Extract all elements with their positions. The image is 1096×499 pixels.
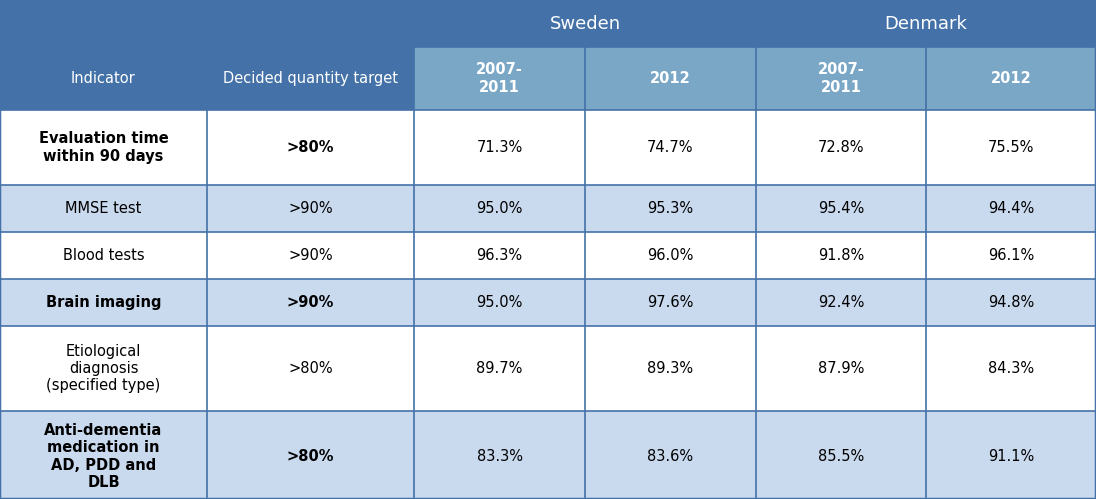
Bar [0,232,1096,279]
Text: 94.4%: 94.4% [987,201,1035,216]
Bar [0,47,414,110]
Text: 83.3%: 83.3% [477,449,523,464]
Text: 96.3%: 96.3% [477,248,523,263]
Text: >80%: >80% [288,361,333,376]
Text: 89.3%: 89.3% [648,361,694,376]
Text: Evaluation time
within 90 days: Evaluation time within 90 days [38,131,169,164]
Text: >80%: >80% [287,449,334,464]
Text: Blood tests: Blood tests [62,248,145,263]
Text: 2007-
2011: 2007- 2011 [476,62,523,95]
Text: Decided quantity target: Decided quantity target [222,71,398,86]
Bar [414,47,1096,110]
Text: >80%: >80% [287,140,334,155]
Text: 91.8%: 91.8% [818,248,864,263]
Text: 96.1%: 96.1% [987,248,1035,263]
Text: 89.7%: 89.7% [477,361,523,376]
Text: MMSE test: MMSE test [66,201,141,216]
Text: 2012: 2012 [650,71,690,86]
Bar [0,326,1096,411]
Text: 85.5%: 85.5% [818,449,864,464]
Text: >90%: >90% [288,248,333,263]
Text: Sweden: Sweden [549,14,620,32]
Text: 95.0%: 95.0% [477,201,523,216]
Text: 95.4%: 95.4% [818,201,864,216]
Text: 2012: 2012 [991,71,1031,86]
Text: >90%: >90% [287,295,334,310]
Text: 2007-
2011: 2007- 2011 [818,62,865,95]
Text: 92.4%: 92.4% [818,295,864,310]
Text: 94.8%: 94.8% [987,295,1035,310]
Text: 72.8%: 72.8% [818,140,865,155]
Text: 96.0%: 96.0% [648,248,694,263]
Bar [0,0,1096,47]
Text: 97.6%: 97.6% [648,295,694,310]
Text: 74.7%: 74.7% [648,140,694,155]
Text: Brain imaging: Brain imaging [46,295,161,310]
Text: 75.5%: 75.5% [987,140,1035,155]
Bar [0,110,1096,185]
Text: 71.3%: 71.3% [477,140,523,155]
Text: Etiological
diagnosis
(specified type): Etiological diagnosis (specified type) [46,344,161,393]
Text: >90%: >90% [288,201,333,216]
Text: 95.0%: 95.0% [477,295,523,310]
Text: Denmark: Denmark [884,14,968,32]
Text: Anti-dementia
medication in
AD, PDD and
DLB: Anti-dementia medication in AD, PDD and … [44,423,162,490]
Bar [0,411,1096,499]
Text: 91.1%: 91.1% [987,449,1035,464]
Bar [0,185,1096,232]
Text: 83.6%: 83.6% [648,449,694,464]
Text: 87.9%: 87.9% [818,361,864,376]
Text: 95.3%: 95.3% [648,201,694,216]
Text: 84.3%: 84.3% [987,361,1034,376]
Text: Indicator: Indicator [71,71,136,86]
Bar [0,279,1096,326]
